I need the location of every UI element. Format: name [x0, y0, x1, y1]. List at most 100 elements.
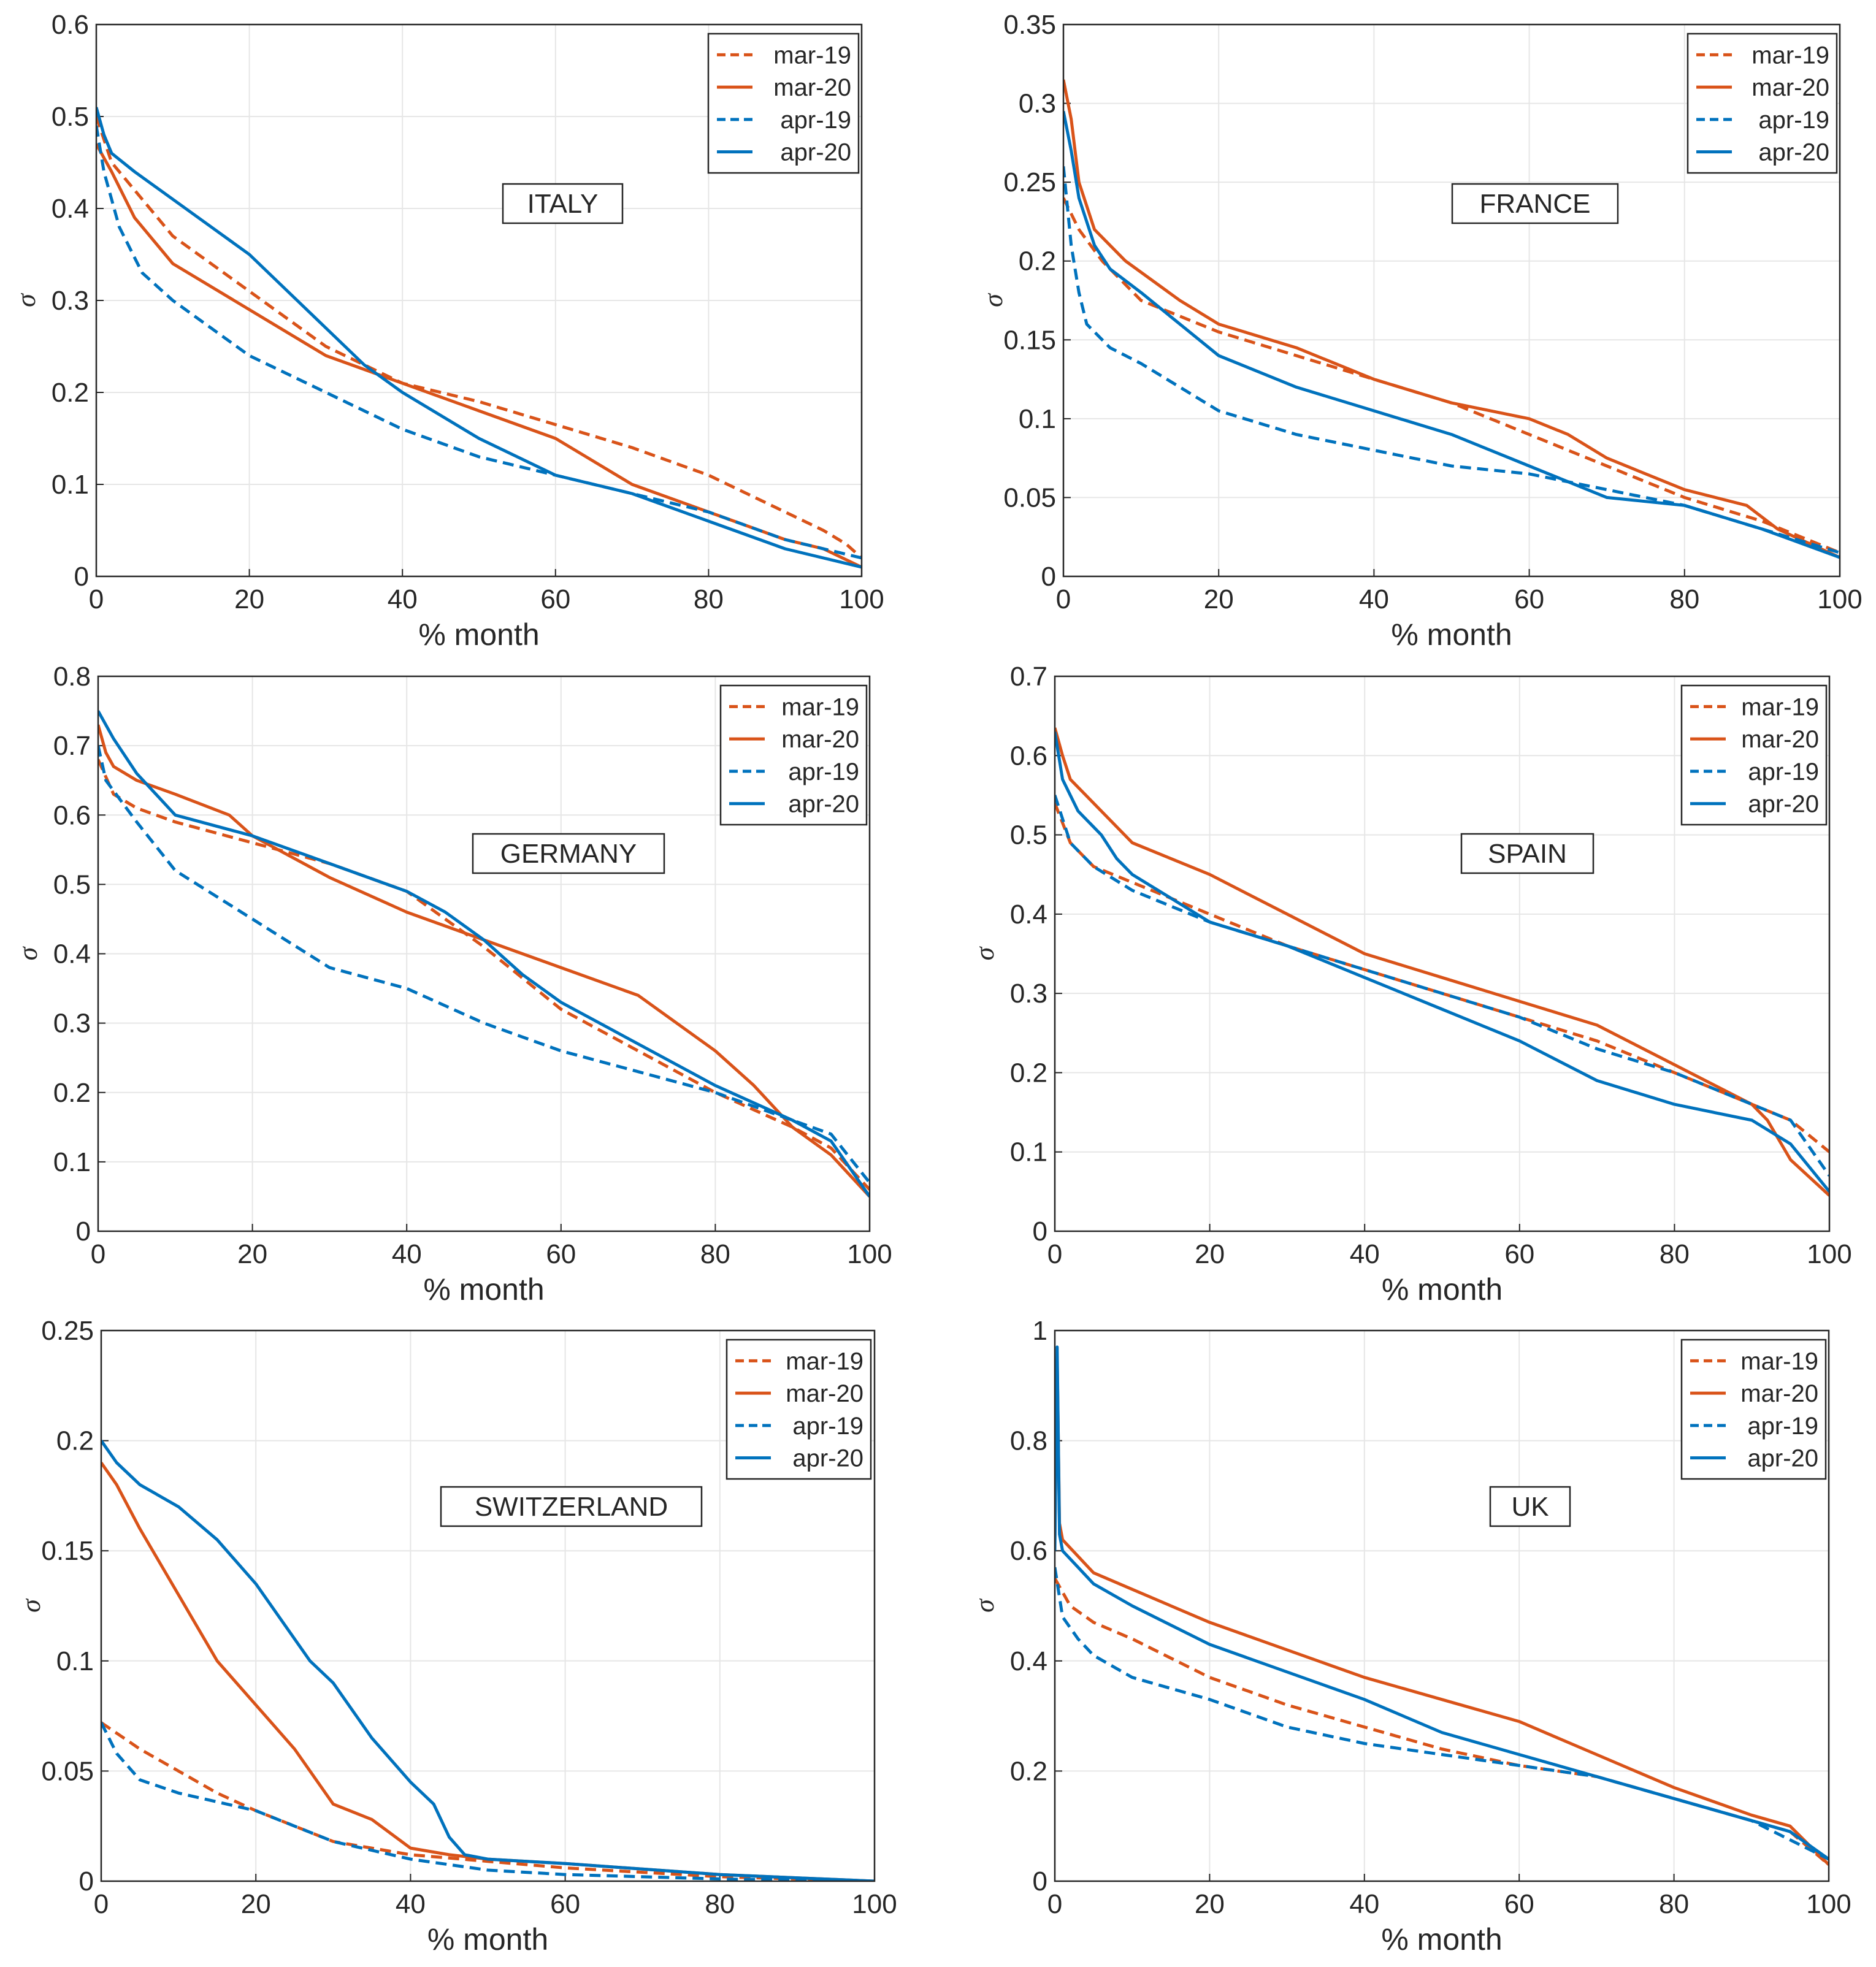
- x-tick-label: 100: [852, 1889, 897, 1919]
- y-tick-label: 0.2: [1019, 246, 1056, 277]
- y-tick-label: 0.7: [1010, 662, 1047, 692]
- legend-label-mar-20: mar-20: [786, 1380, 863, 1407]
- x-tick-label: 40: [1359, 584, 1389, 614]
- x-axis-label: % month: [1382, 1272, 1503, 1307]
- x-tick-label: 80: [700, 1239, 730, 1269]
- x-tick-label: 20: [241, 1889, 271, 1919]
- y-tick-label: 0.4: [1010, 1646, 1047, 1676]
- series-line-mar-20: [1063, 79, 1840, 559]
- y-tick-label: 1: [1033, 1316, 1047, 1346]
- legend-box: [1680, 1339, 1827, 1480]
- y-tick-label: 0.5: [52, 102, 89, 132]
- y-tick-label: 0: [74, 562, 89, 592]
- legend: mar-19 mar-20 apr-19 apr-20: [726, 1339, 872, 1480]
- series-line-apr-19: [1063, 166, 1840, 554]
- chart-panel-germany: 0 20 40 60 80 100 0 0.1 0.2 0.3 0.4 0.5 0.6 0.7 0.8 % m…: [13, 662, 892, 1307]
- legend-box: [1680, 684, 1828, 826]
- country-label: FRANCE: [1480, 189, 1591, 219]
- x-tick-label: 80: [1669, 584, 1699, 614]
- series-line-apr-20: [96, 107, 862, 569]
- y-tick-label: 0.2: [1010, 1756, 1047, 1786]
- legend: mar-19 mar-20 apr-19 apr-20: [719, 684, 868, 826]
- x-tick-label: 100: [847, 1239, 892, 1269]
- x-tick-label: 20: [237, 1239, 267, 1269]
- legend-label-mar-20: mar-20: [773, 74, 851, 101]
- x-tick-label: 0: [91, 1239, 105, 1269]
- y-axis-label: σ: [970, 1598, 1000, 1613]
- x-tick-label: 100: [1817, 584, 1862, 614]
- x-axis: 0 20 40 60 80 100: [91, 676, 892, 1269]
- x-axis-label: % month: [1391, 617, 1512, 652]
- y-axis-label: σ: [978, 292, 1008, 307]
- legend-label-apr-20: apr-20: [788, 791, 859, 818]
- x-tick-label: 20: [234, 584, 264, 614]
- legend-box: [719, 684, 868, 826]
- axes-box: [1062, 23, 1841, 578]
- x-tick-label: 80: [1659, 1889, 1689, 1919]
- y-tick-label: 0.05: [41, 1756, 94, 1786]
- country-label-box: [1489, 1486, 1571, 1527]
- y-axis-label: σ: [16, 1598, 46, 1613]
- y-tick-label: 0.4: [1010, 899, 1047, 930]
- country-label-box: [1451, 183, 1619, 224]
- y-tick-label: 0.05: [1003, 483, 1056, 513]
- x-tick-label: 0: [89, 584, 104, 614]
- legend-label-apr-19: apr-19: [1748, 758, 1819, 785]
- axes-box: [95, 23, 863, 578]
- chart-panel-italy: 0 20 40 60 80 100 0 0.1 0.2 0.3 0.4 0.5 0.6 % month σ I…: [11, 10, 884, 652]
- legend: mar-19 mar-20 apr-19 apr-20: [1680, 1339, 1827, 1480]
- y-tick-label: 0.3: [1010, 979, 1047, 1009]
- legend-label-apr-20: apr-20: [792, 1445, 863, 1472]
- y-tick-label: 0.6: [52, 10, 89, 40]
- series-line-apr-20: [98, 710, 870, 1197]
- x-tick-label: 40: [396, 1889, 426, 1919]
- legend-box: [726, 1339, 872, 1480]
- y-tick-label: 0.4: [53, 939, 91, 969]
- axes-box: [100, 1329, 876, 1882]
- y-tick-label: 0.2: [52, 378, 89, 408]
- series-line-mar-19: [1063, 197, 1840, 554]
- legend: mar-19 mar-20 apr-19 apr-20: [1686, 32, 1838, 174]
- y-axis: 0 0.05 0.1 0.15 0.2 0.25: [41, 1316, 875, 1896]
- y-tick-label: 0.6: [1010, 741, 1047, 771]
- series-line-mar-20: [98, 724, 870, 1198]
- country-label: GERMANY: [500, 839, 637, 869]
- series-group: [1055, 727, 1829, 1197]
- y-tick-label: 0.5: [1010, 820, 1047, 850]
- country-label-box: [472, 833, 665, 874]
- series-line-mar-19: [101, 1721, 875, 1881]
- x-tick-label: 0: [1047, 1889, 1062, 1919]
- x-tick-label: 60: [550, 1889, 580, 1919]
- legend-label-apr-20: apr-20: [1748, 791, 1819, 818]
- x-tick-label: 80: [694, 584, 724, 614]
- legend-label-mar-19: mar-19: [1740, 1348, 1818, 1375]
- legend-label-apr-19: apr-19: [792, 1413, 863, 1440]
- y-tick-label: 0.6: [53, 800, 91, 830]
- y-tick-label: 0.7: [53, 731, 91, 761]
- legend-box: [1686, 32, 1838, 174]
- y-tick-label: 0.25: [41, 1316, 94, 1346]
- country-label: ITALY: [527, 189, 599, 219]
- country-label-box: [1460, 833, 1595, 874]
- series-line-apr-19: [101, 1722, 875, 1881]
- series-line-apr-20: [1055, 731, 1829, 1193]
- country-label-box: [502, 183, 624, 224]
- legend-label-mar-20: mar-20: [1752, 74, 1829, 101]
- y-tick-label: 0: [1033, 1866, 1047, 1896]
- x-tick-label: 20: [1204, 584, 1234, 614]
- legend-box: [707, 32, 860, 174]
- y-tick-label: 0.1: [1010, 1137, 1047, 1167]
- x-tick-label: 100: [839, 584, 884, 614]
- legend-label-mar-19: mar-19: [773, 42, 851, 69]
- y-tick-label: 0.2: [56, 1426, 94, 1456]
- legend-label-mar-20: mar-20: [1741, 726, 1819, 753]
- legend-label-mar-20: mar-20: [1740, 1380, 1818, 1407]
- y-tick-label: 0: [79, 1866, 94, 1896]
- y-tick-label: 0.15: [41, 1536, 94, 1566]
- legend-label-apr-19: apr-19: [1758, 107, 1829, 134]
- legend-label-apr-20: apr-20: [1747, 1445, 1818, 1472]
- series-line-apr-20: [1055, 1345, 1829, 1861]
- y-tick-label: 0.15: [1003, 325, 1056, 355]
- legend-label-apr-20: apr-20: [780, 139, 851, 166]
